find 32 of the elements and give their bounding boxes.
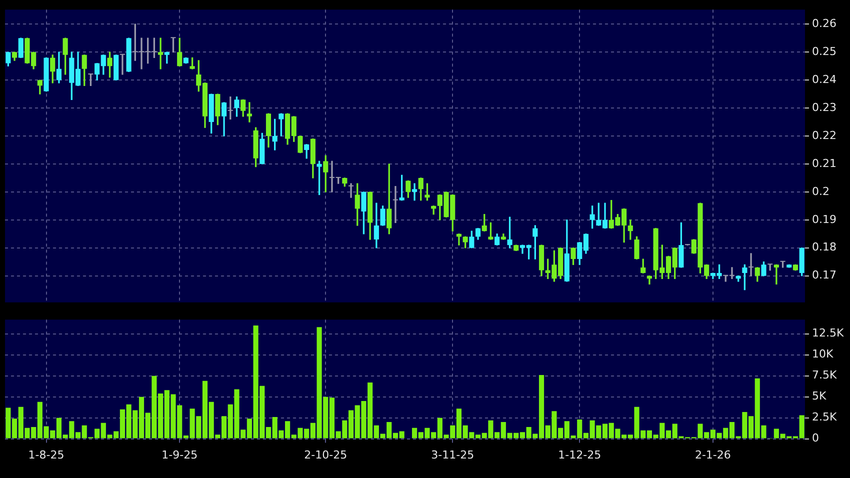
x-tick-label: 1-8-25 xyxy=(28,448,64,462)
y-tick-label: 0.2 xyxy=(812,184,830,198)
y-tick-label: 0.26 xyxy=(812,17,836,30)
y-tick-label: 0.21 xyxy=(812,156,836,170)
y-tick-label: 0.24 xyxy=(812,72,836,86)
candlestick xyxy=(774,264,779,285)
candlestick xyxy=(392,186,398,224)
y-tick-label: 0.23 xyxy=(812,100,836,114)
candlestick xyxy=(120,54,125,75)
candlestick xyxy=(412,183,418,201)
candlestick xyxy=(158,38,164,70)
y-tick-label: 0.17 xyxy=(812,268,836,282)
y-tick-label: 12.5K xyxy=(812,326,844,340)
candlestick xyxy=(246,102,252,122)
candlestick xyxy=(748,253,754,276)
y-tick-label: 10K xyxy=(812,348,834,361)
y-tick-label: 2.5K xyxy=(812,410,838,424)
y-tick-label: 0 xyxy=(812,432,819,445)
x-tick-label: 2-1-26 xyxy=(694,448,731,462)
x-tick-label: 1-9-25 xyxy=(162,448,198,462)
x-tick-label: 3-11-25 xyxy=(431,448,474,462)
y-tick-label: 0.25 xyxy=(812,44,836,58)
y-tick-label: 5K xyxy=(812,390,827,403)
y-tick-label: 0.19 xyxy=(812,212,836,226)
candlestick xyxy=(768,264,773,271)
x-tick-label: 1-12-25 xyxy=(558,448,602,462)
y-tick-label: 0.18 xyxy=(812,240,836,254)
candlestick xyxy=(348,183,354,198)
y-tick-label: 7.5K xyxy=(812,368,838,382)
y-tick-label: 0.22 xyxy=(812,128,836,142)
x-tick-label: 2-10-25 xyxy=(304,448,348,462)
candlestick xyxy=(170,37,176,52)
